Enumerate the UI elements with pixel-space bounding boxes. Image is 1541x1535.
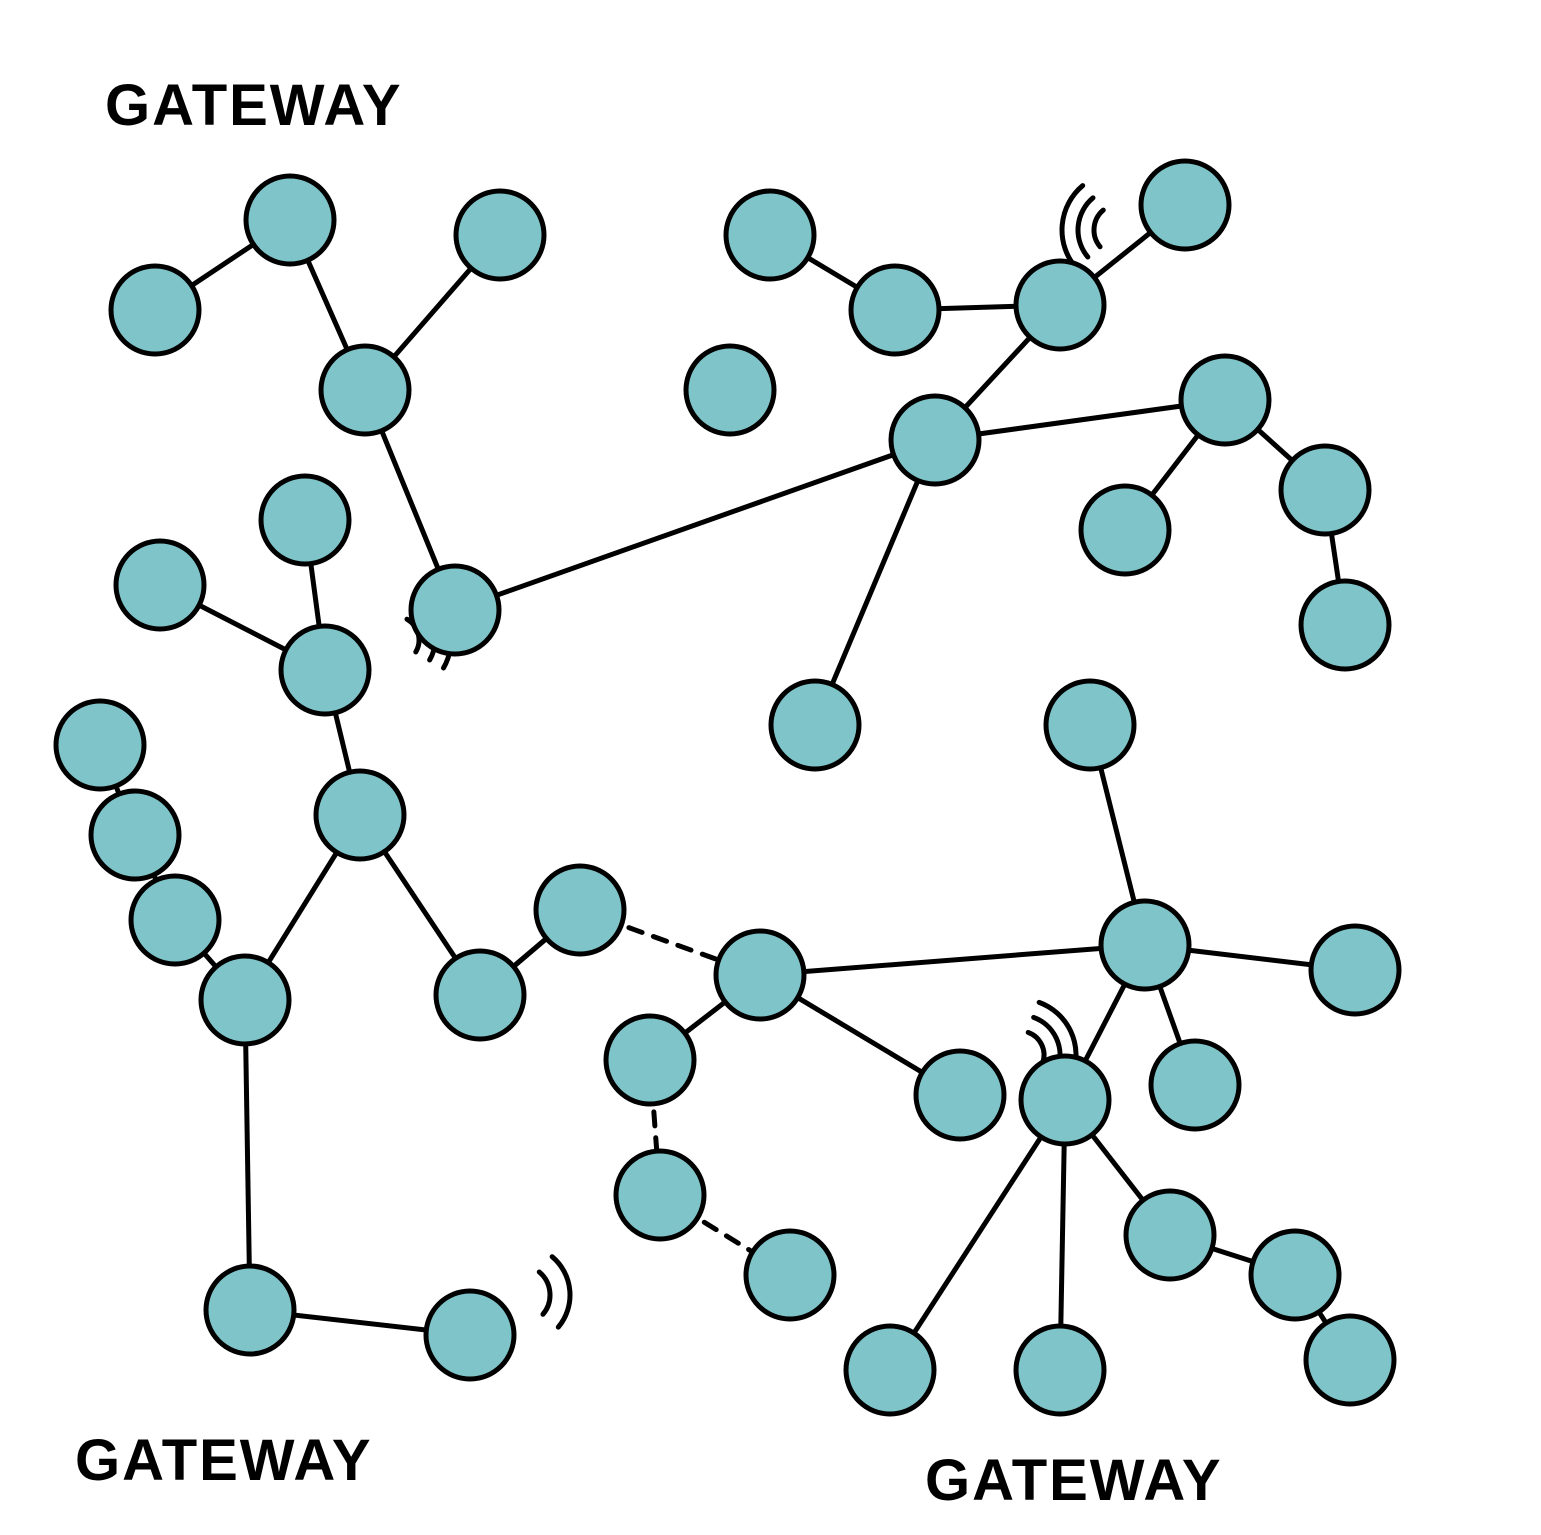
network-node bbox=[281, 626, 369, 714]
network-node bbox=[686, 346, 774, 434]
network-node bbox=[321, 346, 409, 434]
network-node bbox=[891, 396, 979, 484]
network-node bbox=[111, 266, 199, 354]
network-node bbox=[206, 1266, 294, 1354]
network-node bbox=[116, 541, 204, 629]
edge bbox=[245, 1000, 250, 1310]
network-node bbox=[436, 951, 524, 1039]
network-node bbox=[426, 1291, 514, 1379]
network-node bbox=[456, 191, 544, 279]
network-node bbox=[606, 1016, 694, 1104]
network-node bbox=[131, 876, 219, 964]
network-node bbox=[616, 1151, 704, 1239]
network-node bbox=[1311, 926, 1399, 1014]
network-node bbox=[1306, 1316, 1394, 1404]
edge bbox=[760, 945, 1145, 975]
network-node bbox=[1081, 486, 1169, 574]
network-node bbox=[771, 681, 859, 769]
network-node bbox=[1016, 1326, 1104, 1414]
network-node bbox=[716, 931, 804, 1019]
signal-arc bbox=[1078, 198, 1093, 257]
network-node bbox=[261, 476, 349, 564]
gateway-label: GATEWAY bbox=[105, 73, 403, 138]
network-node bbox=[1101, 901, 1189, 989]
network-node bbox=[1021, 1056, 1109, 1144]
edge bbox=[455, 440, 935, 610]
network-node bbox=[536, 866, 624, 954]
network-node bbox=[56, 701, 144, 789]
network-node bbox=[411, 566, 499, 654]
signal-arc bbox=[552, 1257, 570, 1327]
signal-arc bbox=[1094, 210, 1103, 247]
network-node bbox=[1126, 1191, 1214, 1279]
network-node bbox=[1141, 161, 1229, 249]
network-node bbox=[246, 176, 334, 264]
signal-arc bbox=[1028, 1032, 1044, 1063]
network-node bbox=[1301, 581, 1389, 669]
network-node bbox=[851, 266, 939, 354]
network-node bbox=[726, 191, 814, 279]
network-node bbox=[846, 1326, 934, 1414]
network-node bbox=[1016, 261, 1104, 349]
network-node bbox=[746, 1231, 834, 1319]
network-node bbox=[1046, 681, 1134, 769]
signal-arc bbox=[539, 1272, 550, 1314]
network-node bbox=[1181, 356, 1269, 444]
gateway-label: GATEWAY bbox=[75, 1428, 373, 1493]
network-node bbox=[201, 956, 289, 1044]
network-node bbox=[316, 771, 404, 859]
nodes-layer bbox=[56, 161, 1399, 1414]
network-node bbox=[1151, 1041, 1239, 1129]
network-diagram: GATEWAY GATEWAY GATEWAY bbox=[0, 0, 1541, 1535]
network-node bbox=[91, 791, 179, 879]
network-node bbox=[916, 1051, 1004, 1139]
gateway-label: GATEWAY bbox=[925, 1448, 1223, 1513]
network-node bbox=[1251, 1231, 1339, 1319]
network-node bbox=[1281, 446, 1369, 534]
